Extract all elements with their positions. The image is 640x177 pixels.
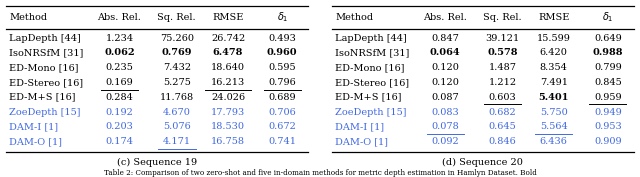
Text: 11.768: 11.768 [160, 93, 194, 102]
Text: 0.078: 0.078 [431, 122, 459, 131]
Text: 0.960: 0.960 [267, 48, 298, 57]
Text: 8.354: 8.354 [540, 63, 568, 72]
Text: 18.640: 18.640 [211, 63, 245, 72]
Text: 1.487: 1.487 [488, 63, 516, 72]
Text: Sq. Rel.: Sq. Rel. [483, 13, 522, 22]
Text: $\delta_1$: $\delta_1$ [602, 11, 614, 24]
Text: 0.988: 0.988 [593, 48, 623, 57]
Text: 17.793: 17.793 [211, 108, 245, 116]
Text: Abs. Rel.: Abs. Rel. [423, 13, 467, 22]
Text: 0.174: 0.174 [106, 137, 134, 146]
Text: Method: Method [335, 13, 373, 22]
Text: 0.959: 0.959 [594, 93, 622, 102]
Text: 0.603: 0.603 [488, 93, 516, 102]
Text: (d) Sequence 20: (d) Sequence 20 [442, 158, 524, 167]
Text: ED-M+S [16]: ED-M+S [16] [335, 93, 401, 102]
Text: 0.062: 0.062 [104, 48, 135, 57]
Text: 0.682: 0.682 [488, 108, 516, 116]
Text: 0.949: 0.949 [594, 108, 622, 116]
Text: ZoeDepth [15]: ZoeDepth [15] [10, 108, 81, 116]
Text: DAM-O [1]: DAM-O [1] [335, 137, 388, 146]
Text: 6.436: 6.436 [540, 137, 568, 146]
Text: 0.741: 0.741 [268, 137, 296, 146]
Text: 0.235: 0.235 [106, 63, 133, 72]
Text: 24.026: 24.026 [211, 93, 245, 102]
Text: ED-Mono [16]: ED-Mono [16] [10, 63, 79, 72]
Text: 18.530: 18.530 [211, 122, 245, 131]
Text: 0.120: 0.120 [431, 78, 459, 87]
Text: 0.092: 0.092 [431, 137, 459, 146]
Text: 0.120: 0.120 [431, 63, 459, 72]
Text: 6.478: 6.478 [213, 48, 243, 57]
Text: 5.076: 5.076 [163, 122, 191, 131]
Text: 0.649: 0.649 [594, 33, 622, 42]
Text: 0.578: 0.578 [487, 48, 518, 57]
Text: DAM-I [1]: DAM-I [1] [10, 122, 58, 131]
Text: 0.169: 0.169 [106, 78, 133, 87]
Text: LapDepth [44]: LapDepth [44] [10, 33, 81, 42]
Text: 1.234: 1.234 [106, 33, 134, 42]
Text: 15.599: 15.599 [537, 33, 571, 42]
Text: 0.909: 0.909 [594, 137, 622, 146]
Text: RMSE: RMSE [538, 13, 570, 22]
Text: 0.595: 0.595 [269, 63, 296, 72]
Text: ED-M+S [16]: ED-M+S [16] [10, 93, 76, 102]
Text: 6.420: 6.420 [540, 48, 568, 57]
Text: 0.493: 0.493 [268, 33, 296, 42]
Text: 5.401: 5.401 [538, 93, 569, 102]
Text: 0.796: 0.796 [268, 78, 296, 87]
Text: IsoNRSfM [31]: IsoNRSfM [31] [10, 48, 84, 57]
Text: Sq. Rel.: Sq. Rel. [157, 13, 196, 22]
Text: 0.192: 0.192 [106, 108, 133, 116]
Text: 0.645: 0.645 [488, 122, 516, 131]
Text: 0.689: 0.689 [269, 93, 296, 102]
Text: 0.706: 0.706 [268, 108, 296, 116]
Text: 5.564: 5.564 [540, 122, 568, 131]
Text: 0.847: 0.847 [431, 33, 459, 42]
Text: 5.275: 5.275 [163, 78, 191, 87]
Text: ED-Mono [16]: ED-Mono [16] [335, 63, 404, 72]
Text: 0.845: 0.845 [594, 78, 622, 87]
Text: RMSE: RMSE [212, 13, 244, 22]
Text: (c) Sequence 19: (c) Sequence 19 [117, 158, 197, 167]
Text: Abs. Rel.: Abs. Rel. [97, 13, 141, 22]
Text: 0.799: 0.799 [594, 63, 622, 72]
Text: ZoeDepth [15]: ZoeDepth [15] [335, 108, 406, 116]
Text: 39.121: 39.121 [485, 33, 520, 42]
Text: 0.203: 0.203 [106, 122, 133, 131]
Text: ED-Stereo [16]: ED-Stereo [16] [335, 78, 409, 87]
Text: 4.171: 4.171 [163, 137, 191, 146]
Text: $\delta_1$: $\delta_1$ [276, 11, 288, 24]
Text: 26.742: 26.742 [211, 33, 245, 42]
Text: 16.758: 16.758 [211, 137, 245, 146]
Text: 5.750: 5.750 [540, 108, 568, 116]
Text: LapDepth [44]: LapDepth [44] [335, 33, 407, 42]
Text: 0.284: 0.284 [106, 93, 133, 102]
Text: 0.953: 0.953 [594, 122, 622, 131]
Text: DAM-I [1]: DAM-I [1] [335, 122, 384, 131]
Text: 0.672: 0.672 [268, 122, 296, 131]
Text: DAM-O [1]: DAM-O [1] [10, 137, 63, 146]
Text: 0.846: 0.846 [488, 137, 516, 146]
Text: 7.432: 7.432 [163, 63, 191, 72]
Text: 16.213: 16.213 [211, 78, 245, 87]
Text: 0.083: 0.083 [431, 108, 459, 116]
Text: ED-Stereo [16]: ED-Stereo [16] [10, 78, 84, 87]
Text: 4.670: 4.670 [163, 108, 191, 116]
Text: Table 2: Comparison of two zero-shot and five in-domain methods for metric depth: Table 2: Comparison of two zero-shot and… [104, 169, 536, 177]
Text: 75.260: 75.260 [160, 33, 194, 42]
Text: 0.769: 0.769 [161, 48, 192, 57]
Text: 0.064: 0.064 [430, 48, 460, 57]
Text: Method: Method [10, 13, 47, 22]
Text: 7.491: 7.491 [540, 78, 568, 87]
Text: 0.087: 0.087 [431, 93, 459, 102]
Text: IsoNRSfM [31]: IsoNRSfM [31] [335, 48, 410, 57]
Text: 1.212: 1.212 [488, 78, 516, 87]
